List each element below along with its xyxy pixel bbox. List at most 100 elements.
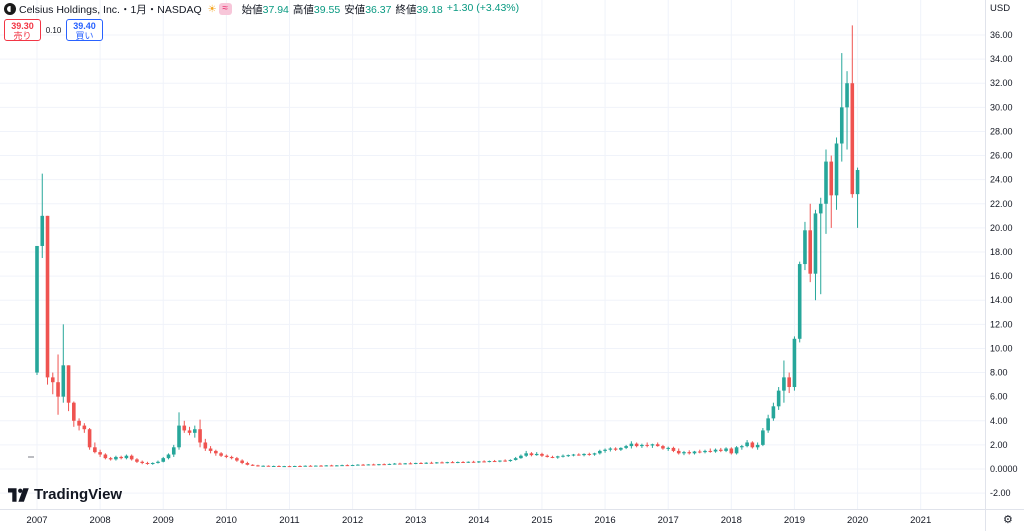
candle-body bbox=[624, 446, 628, 448]
candle-body bbox=[119, 456, 123, 459]
candle-body bbox=[629, 443, 634, 447]
candle-body bbox=[587, 453, 592, 455]
time-tick-label: 2007 bbox=[26, 515, 47, 526]
candle-body bbox=[692, 451, 697, 454]
candle-body bbox=[40, 215, 45, 246]
candle-body bbox=[350, 465, 355, 467]
time-tick-label: 2012 bbox=[342, 515, 363, 526]
price-tick-label: 24.00 bbox=[990, 175, 1013, 185]
high-value: 39.55 bbox=[313, 3, 341, 16]
candle-body bbox=[571, 454, 576, 456]
candle-body bbox=[503, 460, 507, 462]
candle-body bbox=[824, 161, 828, 204]
candle-body bbox=[813, 213, 818, 274]
candle-body bbox=[161, 458, 166, 462]
company-logo-icon bbox=[4, 3, 16, 15]
sell-button[interactable]: 39.30 売り bbox=[4, 19, 41, 41]
candle-body bbox=[776, 390, 781, 407]
candle-body bbox=[240, 460, 244, 463]
candle-body bbox=[298, 465, 302, 467]
candle-body bbox=[98, 452, 102, 455]
price-tick-label: 20.00 bbox=[990, 223, 1013, 233]
candle-body bbox=[818, 203, 823, 214]
buy-button[interactable]: 39.40 買い bbox=[66, 19, 103, 41]
candle-body bbox=[682, 452, 686, 454]
open-value: 37.94 bbox=[262, 3, 289, 16]
price-tick-label: 10.00 bbox=[990, 343, 1013, 353]
candle-body bbox=[429, 462, 434, 464]
currency-selector[interactable]: USD bbox=[990, 3, 1011, 14]
trade-panel: 39.30 売り 0.10 39.40 買い bbox=[4, 19, 103, 41]
time-tick-label: 2014 bbox=[468, 515, 489, 526]
close-value: 39.18 bbox=[416, 3, 443, 16]
candle-body bbox=[603, 449, 607, 451]
candle-body bbox=[640, 444, 644, 447]
price-tick-label: 6.00 bbox=[990, 392, 1008, 402]
candle-body bbox=[771, 406, 776, 419]
time-tick-label: 2017 bbox=[658, 515, 679, 526]
price-tick-label: 14.00 bbox=[990, 295, 1013, 305]
candle-body bbox=[277, 465, 281, 467]
candle-body bbox=[145, 462, 150, 464]
candle-body bbox=[619, 447, 623, 450]
buy-price: 39.40 bbox=[73, 21, 96, 31]
candle-body bbox=[171, 447, 176, 455]
price-tick-label: 12.00 bbox=[990, 319, 1013, 329]
symbol-title[interactable]: Celsius Holdings, Inc.・1月・NASDAQ bbox=[19, 3, 202, 16]
time-tick-label: 2010 bbox=[216, 515, 237, 526]
price-tick-label: 22.00 bbox=[990, 199, 1013, 209]
candle-body bbox=[582, 453, 586, 456]
candle-body bbox=[671, 447, 676, 451]
price-tick-label: 18.00 bbox=[990, 247, 1013, 257]
candle-body bbox=[792, 338, 797, 388]
candle-body bbox=[371, 464, 376, 466]
candle-body bbox=[450, 462, 455, 464]
candle-body bbox=[419, 462, 423, 464]
sell-price: 39.30 bbox=[11, 21, 34, 31]
candle-body bbox=[271, 465, 276, 467]
candle-body bbox=[708, 450, 713, 452]
candle-body bbox=[150, 462, 155, 464]
candle-body bbox=[403, 463, 407, 465]
candle-body bbox=[208, 448, 213, 451]
candle-body bbox=[408, 463, 413, 465]
candle-body bbox=[187, 430, 192, 433]
candle-body bbox=[750, 442, 755, 448]
candle-body bbox=[287, 466, 292, 468]
candle-body bbox=[482, 461, 486, 463]
price-tick-label: 0.0000 bbox=[990, 464, 1018, 474]
candle-body bbox=[261, 465, 265, 467]
candle-body bbox=[266, 465, 271, 467]
time-tick-label: 2008 bbox=[90, 515, 111, 526]
candle-body bbox=[608, 448, 613, 450]
candle-body bbox=[203, 442, 208, 449]
close-label: 終値 bbox=[395, 3, 417, 16]
candle-body bbox=[214, 450, 218, 454]
candle-body bbox=[45, 215, 50, 378]
low-value: 36.37 bbox=[365, 3, 392, 16]
equals-icon[interactable]: ≈ bbox=[218, 3, 232, 15]
sun-icon[interactable]: ☀ bbox=[207, 3, 217, 15]
candle-body bbox=[303, 465, 308, 467]
candle-body bbox=[324, 465, 329, 467]
candle-body bbox=[834, 143, 839, 196]
candle-body bbox=[740, 446, 744, 448]
candle-body bbox=[72, 402, 76, 421]
candle-body bbox=[661, 446, 665, 449]
gear-icon[interactable]: ⚙ bbox=[1003, 514, 1013, 526]
symbol-header: Celsius Holdings, Inc.・1月・NASDAQ ☀ ≈ 始値3… bbox=[4, 2, 519, 16]
candle-body bbox=[850, 83, 855, 195]
candle-body bbox=[519, 455, 523, 459]
candle-body bbox=[129, 455, 134, 460]
candle-body bbox=[855, 170, 860, 195]
candle-body bbox=[555, 456, 560, 458]
candle-body bbox=[513, 458, 518, 460]
candle-body bbox=[235, 458, 239, 461]
candle-body bbox=[598, 450, 602, 454]
candle-body bbox=[424, 462, 429, 464]
candle-body bbox=[256, 465, 260, 467]
time-tick-label: 2013 bbox=[405, 515, 426, 526]
candle-body bbox=[250, 464, 255, 466]
tradingview-logo[interactable]: TradingView bbox=[8, 486, 122, 503]
